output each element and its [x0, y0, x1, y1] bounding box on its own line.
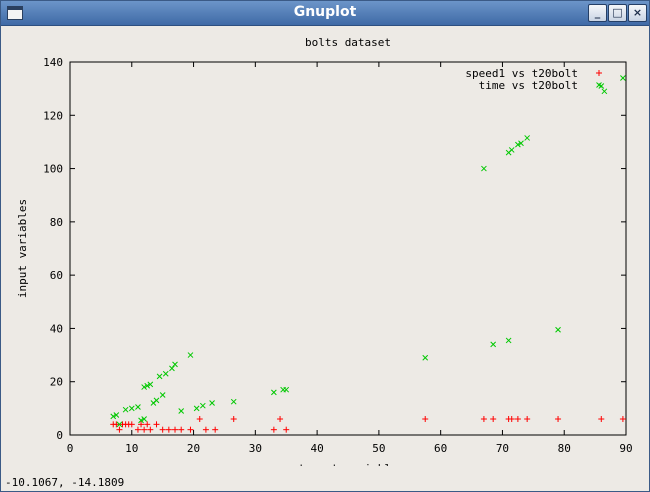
x-tick-label: 70	[496, 442, 509, 455]
x-marker-b	[156, 373, 163, 380]
x-tick-label: 90	[619, 442, 632, 455]
x-tick-label: 40	[310, 442, 323, 455]
x-marker-b	[135, 404, 141, 410]
x-marker-b	[596, 82, 602, 88]
maximize-button[interactable]: □	[608, 4, 627, 22]
y-axis-label: input variables	[16, 199, 29, 298]
x-marker-b	[122, 406, 129, 413]
title-bar[interactable]: Gnuplot _ □ ×	[1, 1, 649, 26]
x-marker-b	[490, 341, 497, 348]
window-title: Gnuplot	[293, 4, 357, 20]
x-tick-label: 20	[187, 442, 200, 455]
legend-label-1: speed1 vs t20bolt	[465, 67, 578, 80]
x-tick-label: 10	[125, 442, 138, 455]
x-tick-label: 50	[372, 442, 385, 455]
legend-label-2: time vs t20bolt	[479, 79, 578, 92]
y-tick-label: 20	[50, 376, 63, 389]
x-marker-b	[555, 326, 561, 333]
x-tick-label: 0	[67, 442, 74, 455]
x-marker-b	[128, 405, 135, 412]
x-marker-b	[601, 88, 608, 95]
y-tick-label: 0	[56, 429, 63, 442]
x-marker-b	[187, 352, 194, 358]
x-marker-b	[193, 405, 200, 412]
plot-area[interactable]: 0 10 20 30 40 50 60 70 80 90 0 20 40 60 80 100 120 140 bol…	[1, 26, 649, 475]
x-marker-b	[230, 398, 237, 405]
x-marker-b	[141, 384, 147, 390]
x-marker-b	[620, 75, 626, 81]
x-marker-b	[159, 392, 166, 398]
x-marker-b	[481, 165, 487, 172]
x-axis-label: target variable	[298, 462, 397, 466]
x-marker-b	[169, 365, 175, 372]
x-marker-b	[162, 370, 169, 377]
minimize-button[interactable]: _	[588, 4, 607, 22]
x-tick-label: 30	[249, 442, 262, 455]
x-marker-b	[141, 416, 147, 422]
y-tick-label: 80	[50, 216, 63, 229]
x-marker-b	[113, 412, 120, 418]
x-marker-b	[199, 402, 206, 409]
x-marker-b	[116, 421, 123, 428]
x-marker-b	[147, 381, 154, 388]
x-marker-b	[178, 408, 185, 414]
x-marker-b	[422, 354, 429, 361]
window-app-icon[interactable]	[7, 6, 23, 20]
x-marker-b	[283, 386, 290, 393]
y-tick-label: 120	[43, 109, 63, 122]
chart-title: bolts dataset	[305, 36, 391, 49]
x-marker-b	[515, 141, 521, 148]
x-marker-b	[110, 413, 117, 420]
x-marker-b	[153, 397, 160, 404]
x-tick-label: 80	[558, 442, 571, 455]
plot-border	[69, 61, 627, 436]
close-button[interactable]: ×	[628, 4, 647, 22]
y-tick-label: 40	[50, 322, 63, 335]
scatter-chart[interactable]: 0 10 20 30 40 50 60 70 80 90 0 20 40 60 80 100 120 140 bol…	[1, 26, 649, 475]
x-marker-b	[271, 389, 277, 396]
x-marker-b	[518, 140, 524, 147]
x-tick-label: 60	[434, 442, 447, 455]
x-marker-b	[524, 135, 531, 141]
x-marker-b	[505, 337, 512, 344]
x-marker-b	[144, 382, 151, 389]
x-marker-b	[598, 83, 605, 89]
y-tick-label: 140	[43, 56, 63, 69]
x-marker-b	[138, 417, 144, 424]
y-tick-label: 60	[50, 269, 63, 282]
x-marker-b	[209, 400, 215, 406]
status-bar: -10.1067, -14.1809	[1, 473, 649, 491]
mouse-coordinates-readout: -10.1067, -14.1809	[5, 476, 125, 489]
x-marker-b	[172, 361, 178, 368]
y-tick-label: 100	[43, 163, 63, 176]
x-marker-b	[508, 147, 515, 153]
